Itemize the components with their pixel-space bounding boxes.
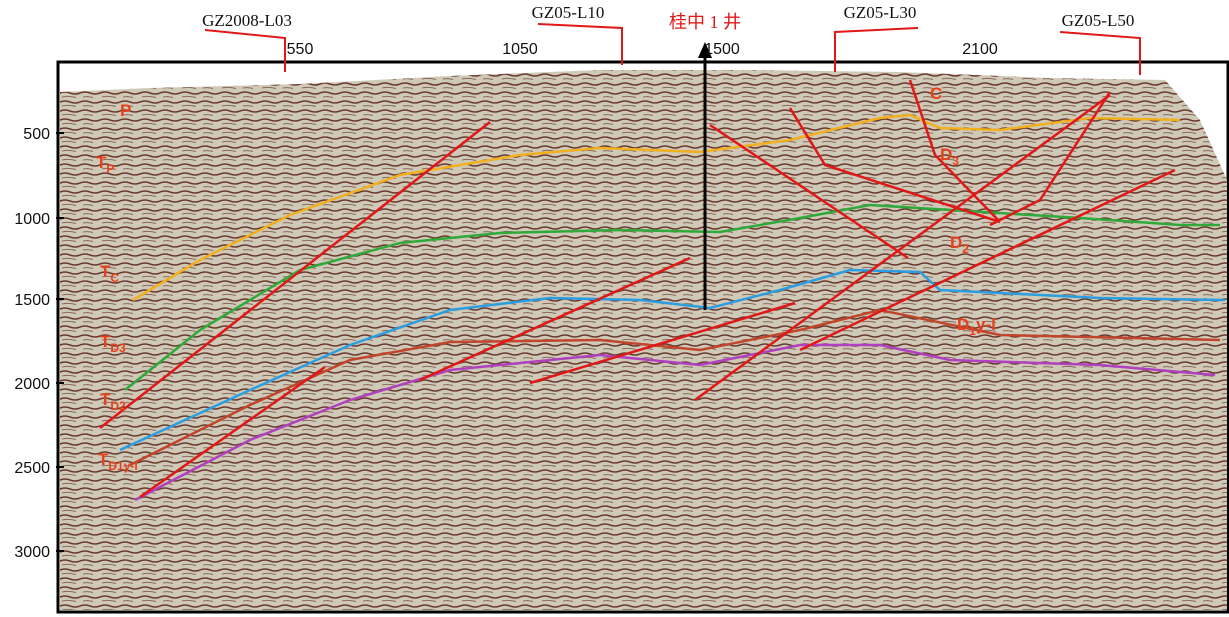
horizon-label-sub: D2 [110, 399, 126, 413]
time-label: 1000 [14, 211, 50, 228]
trace-label: 1050 [502, 41, 538, 58]
horizon-td1 [134, 343, 1216, 502]
horizon-label-main: T [96, 153, 107, 172]
horizon-label-rest: y-l [976, 315, 996, 334]
trace-label: 1500 [704, 41, 740, 58]
fault [99, 121, 491, 429]
horizon-label: TP [96, 153, 114, 176]
survey-markers [204, 23, 1141, 75]
survey-line-label: GZ05-L10 [532, 3, 605, 22]
horizon-label: TD2 [100, 390, 126, 413]
horizon-label: D1y-l [957, 315, 996, 338]
horizon-label-sub: 1 [969, 324, 976, 338]
horizon-label-sub: C [110, 271, 119, 285]
fault [709, 123, 909, 260]
horizon-label-main: T [100, 262, 111, 281]
survey-marker [204, 29, 286, 72]
time-label: 1500 [14, 292, 50, 309]
horizon-label: TD3 [100, 332, 126, 355]
horizon-label-main: D [940, 145, 952, 164]
fault [529, 301, 796, 385]
horizon-label: TC [100, 262, 119, 285]
survey-marker [1059, 31, 1141, 75]
fault [908, 79, 1001, 223]
horizon-label-main: T [100, 390, 111, 409]
well-label: 桂中 1 井 [669, 12, 741, 32]
survey-line-label: GZ05-L30 [844, 3, 917, 22]
horizon-label-main: D [957, 315, 969, 334]
horizon-label: P [120, 101, 131, 120]
time-label: 2500 [14, 460, 50, 477]
horizon-label-sub: P [106, 162, 114, 176]
fault [799, 168, 1176, 352]
horizon-label-main: C [930, 84, 942, 103]
horizon-label-main: P [120, 101, 131, 120]
trace-label: 550 [287, 41, 314, 58]
survey-marker [834, 27, 919, 72]
horizon-label-main: T [100, 332, 111, 351]
horizon-label-sub: D3 [110, 341, 126, 355]
faults [99, 79, 1176, 499]
survey-line-label: GZ2008-L03 [202, 11, 292, 30]
survey-line-label: GZ05-L50 [1062, 11, 1135, 30]
fault [139, 365, 326, 499]
horizon-label: D2 [950, 233, 969, 256]
horizon-label-sub: D1y-l [108, 459, 137, 473]
trace-label: 2100 [962, 41, 998, 58]
horizon-label-main: D [950, 233, 962, 252]
horizon-label: D3 [940, 145, 959, 168]
time-label: 3000 [14, 544, 50, 561]
well-arrow [698, 42, 712, 58]
fault [989, 91, 1112, 227]
fault [788, 107, 1001, 224]
horizon-td2 [129, 308, 1221, 467]
fault [419, 256, 691, 382]
seismic-data [60, 70, 1227, 610]
horizon-label-sub: 2 [962, 242, 969, 256]
survey-marker [537, 23, 623, 65]
horizon-label-sub: 3 [952, 154, 959, 168]
horizon-label-main: T [98, 450, 109, 469]
horizon-tp [132, 113, 1181, 302]
horizon-label: TD1y-l [98, 450, 138, 473]
horizon-td3 [119, 268, 1226, 452]
fault [694, 93, 1111, 402]
horizon-label: C [930, 84, 942, 103]
time-label: 500 [23, 126, 50, 143]
time-label: 2000 [14, 376, 50, 393]
